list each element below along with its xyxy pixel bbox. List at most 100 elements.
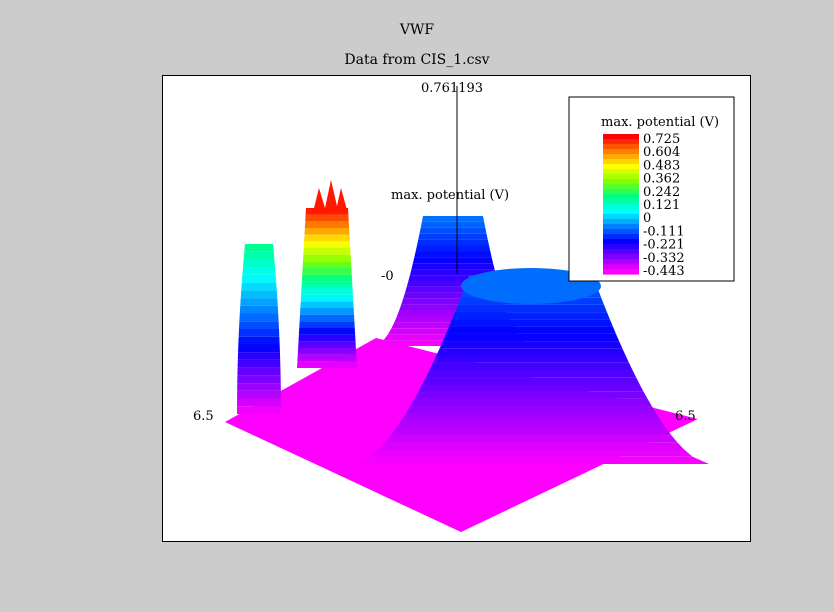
legend-swatch <box>603 159 639 165</box>
peak-3-band <box>414 251 492 258</box>
legend-tick-label: -0.221 <box>643 238 685 253</box>
peak-2-band <box>304 228 350 235</box>
legend-tick-label: 0.121 <box>643 198 680 213</box>
x-axis-end-label: 6.5 <box>193 409 214 424</box>
legend-swatch <box>603 214 639 220</box>
peak-1-band <box>237 406 281 414</box>
legend-swatch <box>603 259 639 265</box>
legend-swatch <box>603 224 639 230</box>
peak-1-band <box>237 352 281 360</box>
peak-1-band <box>242 267 276 275</box>
peak-4-band <box>405 406 657 414</box>
peak-2-band <box>297 354 357 362</box>
peak-4-band <box>429 362 633 370</box>
peak-4-band <box>353 456 709 464</box>
legend-swatch <box>603 164 639 170</box>
peak-4-band <box>401 413 661 421</box>
peak-2-spike <box>313 180 347 212</box>
legend-swatch <box>603 149 639 155</box>
peak-4-band <box>410 398 652 407</box>
legend-swatch <box>603 244 639 250</box>
legend-swatch <box>603 209 639 215</box>
legend-swatch <box>603 239 639 245</box>
peak-2-band <box>302 268 352 275</box>
peak-1-band <box>238 336 280 345</box>
legend-swatch <box>603 184 639 190</box>
peak-1-band <box>242 259 276 268</box>
peak-3-band <box>411 263 495 270</box>
peak-4-band <box>422 377 640 385</box>
legend-tick-label: 0.725 <box>643 132 680 147</box>
peak-1-band <box>243 251 275 260</box>
legend-tick-label: 0 <box>643 211 651 226</box>
z-axis-label: max. potential (V) <box>391 188 509 203</box>
peak-1-band <box>240 290 278 299</box>
legend-tick-label: -0.111 <box>643 224 685 239</box>
peak-4-band <box>449 319 613 327</box>
legend-swatch <box>603 139 639 145</box>
chart-title: VWF <box>399 22 435 38</box>
legend-swatch <box>603 264 639 270</box>
peak-4-band <box>436 348 626 356</box>
peak-1-band <box>237 390 281 399</box>
legend-tick-label: 0.604 <box>643 145 680 160</box>
peak-4-band <box>390 427 672 436</box>
legend-swatch <box>603 154 639 160</box>
peak-1-band <box>239 321 279 329</box>
legend-tick-label: 0.242 <box>643 185 680 200</box>
peak-2-band <box>304 221 350 228</box>
peak-1-band <box>241 274 277 283</box>
peak-2-band <box>300 294 354 302</box>
peak-4-band <box>452 312 610 320</box>
legend-tick-label: 0.483 <box>643 158 680 173</box>
legend-swatch <box>603 174 639 180</box>
peak-2-band <box>301 288 353 295</box>
peak-3-band <box>418 233 488 240</box>
peak-2-band <box>303 254 351 262</box>
peak-2-band <box>303 241 351 248</box>
peak-2-band <box>304 234 350 242</box>
peak-4-band <box>425 370 637 378</box>
peak-3-band <box>420 221 486 228</box>
peak-4-band <box>433 355 629 363</box>
peak-1-band <box>237 367 281 376</box>
legend-swatch <box>603 134 639 140</box>
legend-swatch <box>603 144 639 150</box>
y-axis-end-label: 6.5 <box>675 409 696 424</box>
legend-title: max. potential (V) <box>601 115 719 130</box>
peak-4-band <box>396 420 666 428</box>
peak-2-band <box>297 348 357 355</box>
peak-2-band <box>299 314 355 322</box>
chart-subtitle: Data from CIS_1.csv <box>344 52 490 68</box>
legend-swatches <box>603 134 639 275</box>
peak-1-band <box>237 398 281 407</box>
legend-ticks: 0.7250.6040.4830.3620.2420.1210-0.111-0.… <box>643 132 685 279</box>
peak-1-band <box>238 329 280 337</box>
peak-3-band <box>415 245 491 252</box>
peak-3-band <box>421 216 485 222</box>
legend: max. potential (V) 0.7250.6040.4830.3620… <box>568 96 735 282</box>
legend-swatch <box>603 234 639 240</box>
z-origin-label: -0 <box>381 269 394 284</box>
legend-swatch <box>603 189 639 195</box>
legend-swatch <box>603 269 639 275</box>
peak-2-band <box>300 301 354 308</box>
peak-2-band <box>301 274 353 282</box>
peak-4-band <box>455 304 607 313</box>
peak-2-band <box>302 261 352 268</box>
peak-2-band <box>297 361 357 368</box>
peak-2-band <box>298 334 356 342</box>
legend-box <box>568 96 735 282</box>
peak-1-band <box>237 375 281 384</box>
peak-1-band <box>239 305 279 314</box>
peak-4-band <box>384 435 678 443</box>
peak-2-band <box>303 248 351 255</box>
peak-4-band <box>442 333 620 342</box>
legend-tick-label: -0.332 <box>643 251 685 266</box>
plot-area: 0.761193 max. potential (V) -0 6.5 6.5 m… <box>162 75 751 542</box>
legend-swatch <box>603 229 639 235</box>
legend-tick-label: 0.362 <box>643 172 680 187</box>
surface-plot: 0.761193 max. potential (V) -0 6.5 6.5 m… <box>193 81 735 532</box>
legend-swatch <box>603 199 639 205</box>
legend-swatch <box>603 194 639 200</box>
